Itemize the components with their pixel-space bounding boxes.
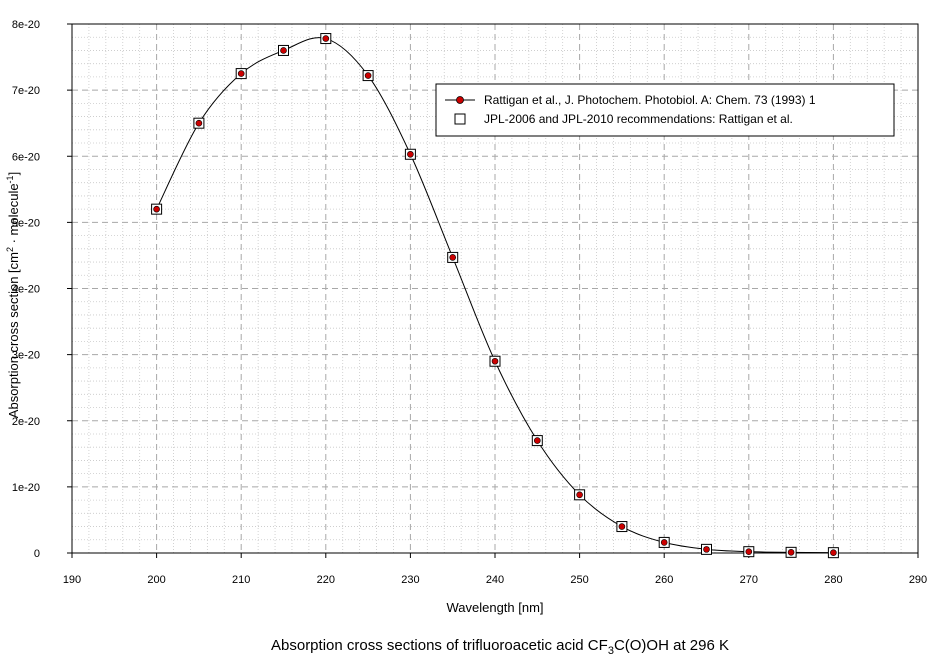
legend-entry-jpl: JPL-2006 and JPL-2010 recommendations: R… bbox=[484, 112, 793, 126]
rattigan-circle-marker bbox=[787, 549, 795, 556]
rattigan-circle-marker bbox=[533, 437, 541, 444]
rattigan-circle-marker bbox=[576, 491, 583, 499]
y-label-mid: · molecule bbox=[6, 183, 21, 247]
grid-major bbox=[72, 24, 918, 553]
y-label-sup2: -1 bbox=[5, 175, 15, 183]
rattigan-circle-marker bbox=[280, 47, 287, 54]
x-tick-label: 280 bbox=[824, 574, 842, 586]
y-tick-labels: 0 1e-20 2e-20 3e-20 4e-20 5e-20 6e-20 7e-20 8e-2… bbox=[12, 19, 40, 560]
caption-post: C(O)OH at 296 K bbox=[614, 637, 729, 654]
x-tick-label: 190 bbox=[63, 574, 81, 586]
rattigan-circle-marker bbox=[364, 72, 372, 79]
y-label-end: ] bbox=[6, 172, 21, 176]
x-tick-label: 230 bbox=[401, 574, 419, 586]
y-tick-label: 7e-20 bbox=[12, 85, 40, 97]
rattigan-circle-marker bbox=[237, 70, 245, 77]
legend-box bbox=[435, 83, 895, 137]
rattigan-circle-marker bbox=[322, 35, 330, 42]
x-tick-label: 210 bbox=[232, 574, 250, 586]
rattigan-circle-marker bbox=[449, 254, 457, 261]
y-label-sup1: 2 bbox=[5, 247, 15, 252]
y-tick-label: 3e-20 bbox=[12, 350, 40, 362]
x-tick-label: 200 bbox=[147, 574, 165, 586]
x-tick-label: 240 bbox=[486, 574, 504, 586]
y-axis-label: Absorption cross section [cm2 · molecule… bbox=[5, 172, 21, 418]
x-tick-label: 260 bbox=[655, 574, 673, 586]
legend-marker-circle bbox=[456, 96, 464, 104]
chart-caption: Absorption cross sections of trifluoroac… bbox=[271, 637, 729, 657]
legend-entry-rattigan: Rattigan et al., J. Photochem. Photobiol… bbox=[484, 93, 816, 107]
legend: Rattigan et al., J. Photochem. Photobiol… bbox=[435, 83, 895, 137]
rattigan-circle-marker bbox=[491, 357, 499, 365]
rattigan-circle-marker bbox=[407, 150, 414, 158]
x-tick-label: 250 bbox=[570, 574, 588, 586]
legend-marker-square bbox=[454, 113, 466, 125]
y-tick-label: 4e-20 bbox=[12, 284, 40, 296]
x-tick-label: 290 bbox=[909, 574, 927, 586]
y-label-base: Absorption cross section [cm bbox=[6, 252, 21, 418]
y-tick-label: 5e-20 bbox=[12, 217, 40, 229]
x-axis-label: Wavelength [nm] bbox=[446, 600, 543, 615]
data-markers bbox=[151, 33, 839, 559]
rattigan-circle-marker bbox=[153, 205, 160, 213]
y-tick-label: 1e-20 bbox=[12, 482, 40, 494]
rattigan-circle-marker bbox=[745, 548, 753, 555]
rattigan-circle-marker bbox=[830, 549, 837, 556]
rattigan-circle-marker bbox=[703, 546, 710, 553]
x-tick-labels: 190 200 210 220 230 240 250 260 270 280 290 bbox=[63, 574, 927, 586]
y-tick-label: 2e-20 bbox=[12, 416, 40, 428]
y-tick-label: 8e-20 bbox=[12, 19, 40, 31]
x-tick-label: 220 bbox=[317, 574, 335, 586]
rattigan-circle-marker bbox=[195, 119, 203, 127]
rattigan-circle-marker bbox=[660, 539, 668, 546]
y-tick-label: 0 bbox=[34, 548, 40, 560]
caption-pre: Absorption cross sections of trifluoroac… bbox=[271, 637, 608, 654]
x-tick-label: 270 bbox=[740, 574, 758, 586]
y-tick-label: 6e-20 bbox=[12, 151, 40, 163]
rattigan-circle-marker bbox=[618, 523, 626, 530]
caption-sub: 3 bbox=[608, 645, 614, 657]
